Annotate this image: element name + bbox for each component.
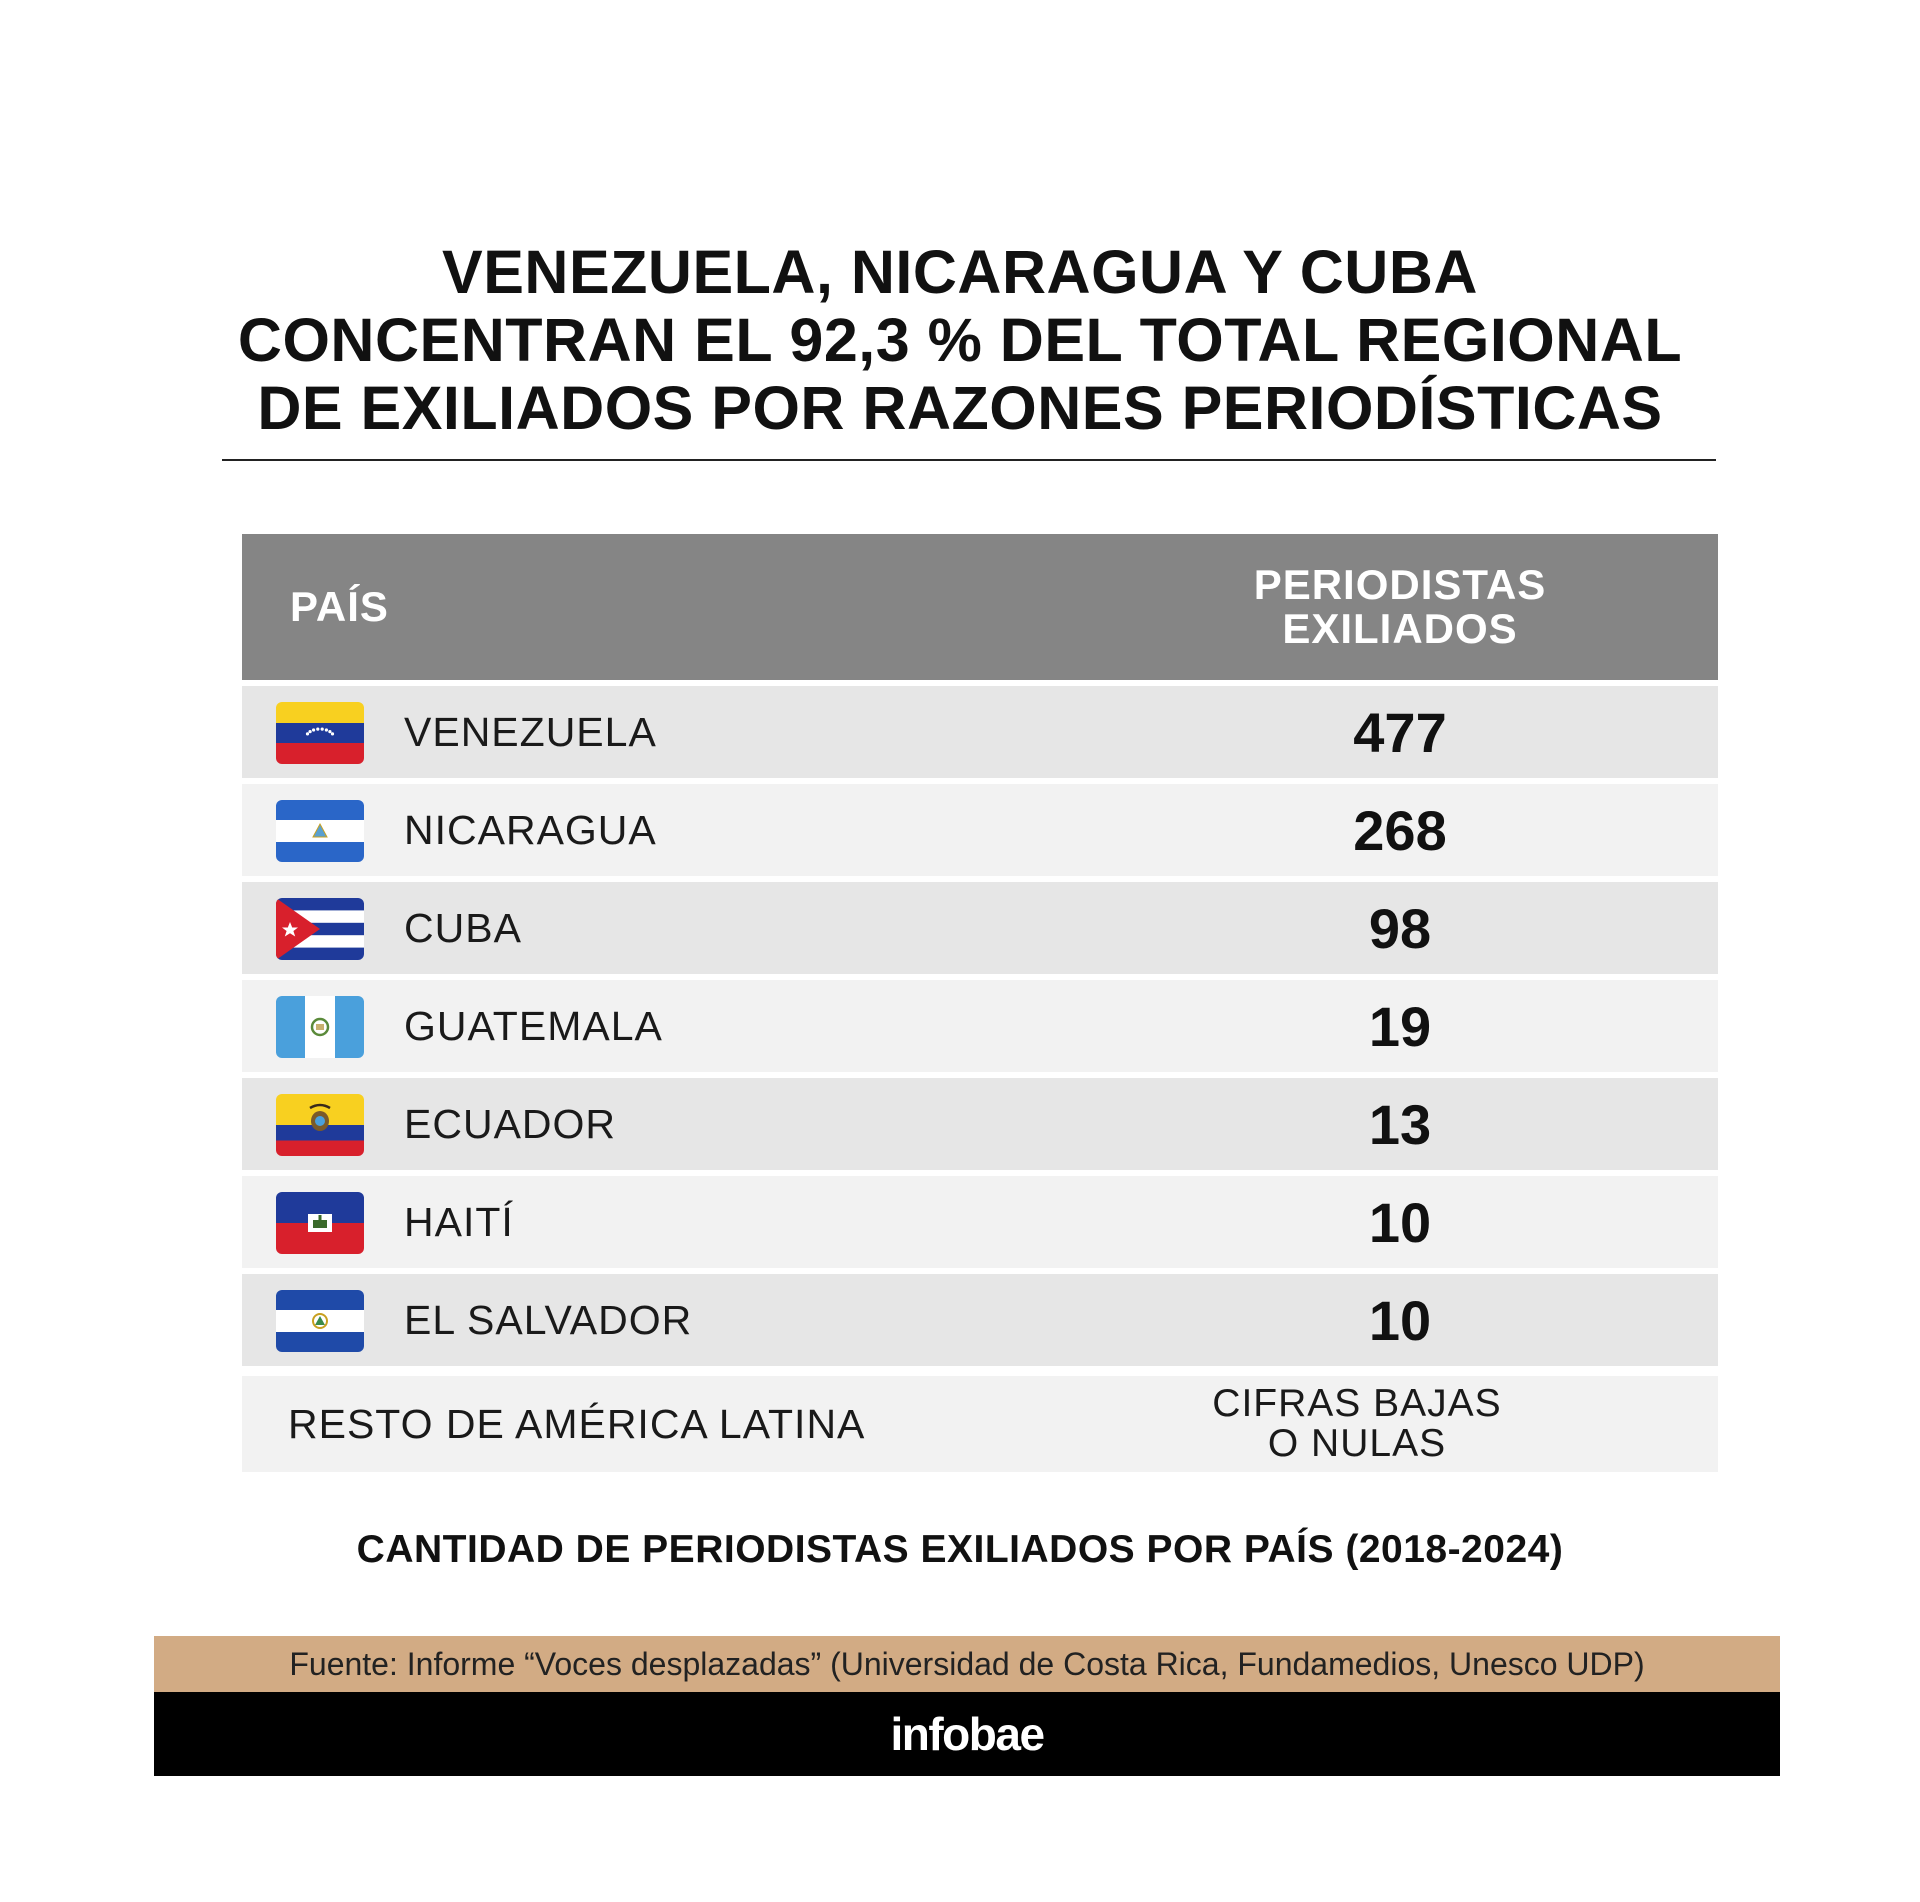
table-row: NICARAGUA 268 <box>242 784 1718 876</box>
page-title: VENEZUELA, NICARAGUA Y CUBA CONCENTRAN E… <box>160 238 1760 442</box>
table-header: PAÍS PERIODISTAS EXILIADOS <box>242 534 1718 680</box>
column-header-value: PERIODISTAS EXILIADOS <box>1166 534 1634 680</box>
table-row: CUBA 98 <box>242 882 1718 974</box>
el-salvador-flag-icon <box>276 1290 364 1352</box>
exiled-count: 10 <box>1368 1288 1432 1352</box>
country-name: ECUADOR <box>404 1100 617 1147</box>
country-name: VENEZUELA <box>404 708 657 755</box>
rest-label: RESTO DE AMÉRICA LATINA <box>288 1400 866 1447</box>
title-line: VENEZUELA, NICARAGUA Y CUBA <box>442 238 1478 306</box>
table-row: EL SALVADOR 10 <box>242 1274 1718 1366</box>
exiled-count: 19 <box>1368 994 1432 1058</box>
table-body: VENEZUELA 477 NICARAGUA 268 CUBA 98 GUATEMALA 1… <box>242 686 1718 1366</box>
venezuela-flag-icon <box>276 702 364 764</box>
data-table: PAÍS PERIODISTAS EXILIADOS VENEZUELA 477 N… <box>242 534 1718 1472</box>
brand-logo: infobae <box>890 1708 1045 1760</box>
column-header-value-line: EXILIADOS <box>1282 605 1518 652</box>
source-text: Fuente: Informe “Voces desplazadas” (Uni… <box>289 1645 1645 1682</box>
cuba-flag-icon <box>276 898 364 960</box>
column-header-value-line: PERIODISTAS <box>1253 561 1547 608</box>
rest-value-line: CIFRAS BAJAS <box>1212 1382 1502 1425</box>
exiled-count: 268 <box>1353 798 1447 862</box>
rest-value: CIFRAS BAJAS O NULAS <box>1122 1376 1592 1472</box>
exiled-count: 98 <box>1368 896 1432 960</box>
rest-value-line: O NULAS <box>1267 1422 1447 1465</box>
table-row: VENEZUELA 477 <box>242 686 1718 778</box>
chart-caption: CANTIDAD DE PERIODISTAS EXILIADOS POR PA… <box>356 1528 1564 1571</box>
table-row-rest: RESTO DE AMÉRICA LATINA CIFRAS BAJAS O N… <box>242 1376 1718 1472</box>
title-line: DE EXILIADOS POR RAZONES PERIODÍSTICAS <box>257 374 1663 442</box>
country-name: GUATEMALA <box>404 1002 663 1049</box>
country-name: HAITÍ <box>404 1198 514 1245</box>
column-header-country: PAÍS <box>290 583 389 630</box>
brand-bar: infobae <box>154 1692 1780 1776</box>
country-name: CUBA <box>404 904 522 951</box>
ecuador-flag-icon <box>276 1094 364 1156</box>
table-row: ECUADOR 13 <box>242 1078 1718 1170</box>
source-bar: Fuente: Informe “Voces desplazadas” (Uni… <box>154 1636 1780 1692</box>
exiled-count: 10 <box>1368 1190 1432 1254</box>
title-line: CONCENTRAN EL 92,3 % DEL TOTAL REGIONAL <box>237 306 1683 374</box>
nicaragua-flag-icon <box>276 800 364 862</box>
title-divider <box>222 459 1716 461</box>
country-name: EL SALVADOR <box>404 1296 693 1343</box>
table-row: HAITÍ 10 <box>242 1176 1718 1268</box>
table-row: GUATEMALA 19 <box>242 980 1718 1072</box>
exiled-count: 477 <box>1353 700 1447 764</box>
guatemala-flag-icon <box>276 996 364 1058</box>
haiti-flag-icon <box>276 1192 364 1254</box>
country-name: NICARAGUA <box>404 806 657 853</box>
exiled-count: 13 <box>1368 1092 1432 1156</box>
